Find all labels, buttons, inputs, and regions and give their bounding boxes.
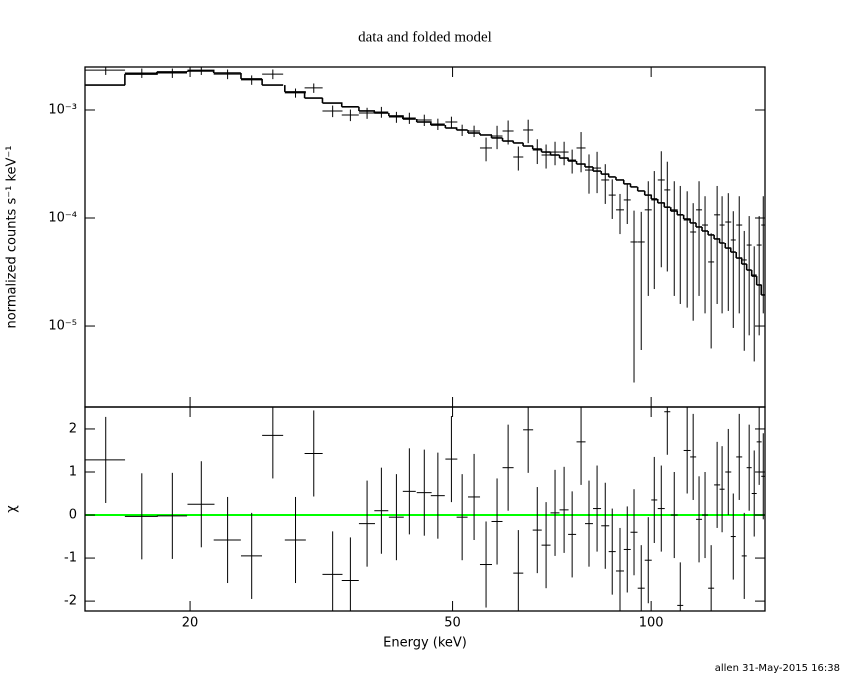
y-axis-label: χ [5, 505, 20, 513]
x-tick-label: 100 [639, 616, 664, 631]
plot-frame [84, 406, 766, 612]
x-axis-label: Energy (keV) [383, 636, 467, 651]
y-tick-label: 0 [69, 508, 77, 523]
footer: allen 31-May-2015 16:38 [715, 663, 840, 674]
y-tick-label: 1 [69, 464, 77, 479]
plot-area [85, 67, 765, 383]
chart-title: data and folded model [358, 29, 492, 45]
plot-frame [84, 66, 766, 408]
y-tick-label: 2 [69, 421, 77, 436]
x-tick-label: 20 [182, 616, 199, 631]
y-tick-label: 10⁻³ [48, 102, 77, 117]
y-tick-label: -2 [64, 594, 77, 609]
y-tick-label: 10⁻⁴ [48, 211, 77, 226]
plot-area [85, 407, 765, 611]
x-tick-label: 50 [444, 616, 461, 631]
y-axis-label: normalized counts s⁻¹ keV⁻¹ [5, 146, 20, 329]
y-tick-label: -1 [64, 551, 77, 566]
y-tick-label: 10⁻⁵ [48, 319, 77, 334]
